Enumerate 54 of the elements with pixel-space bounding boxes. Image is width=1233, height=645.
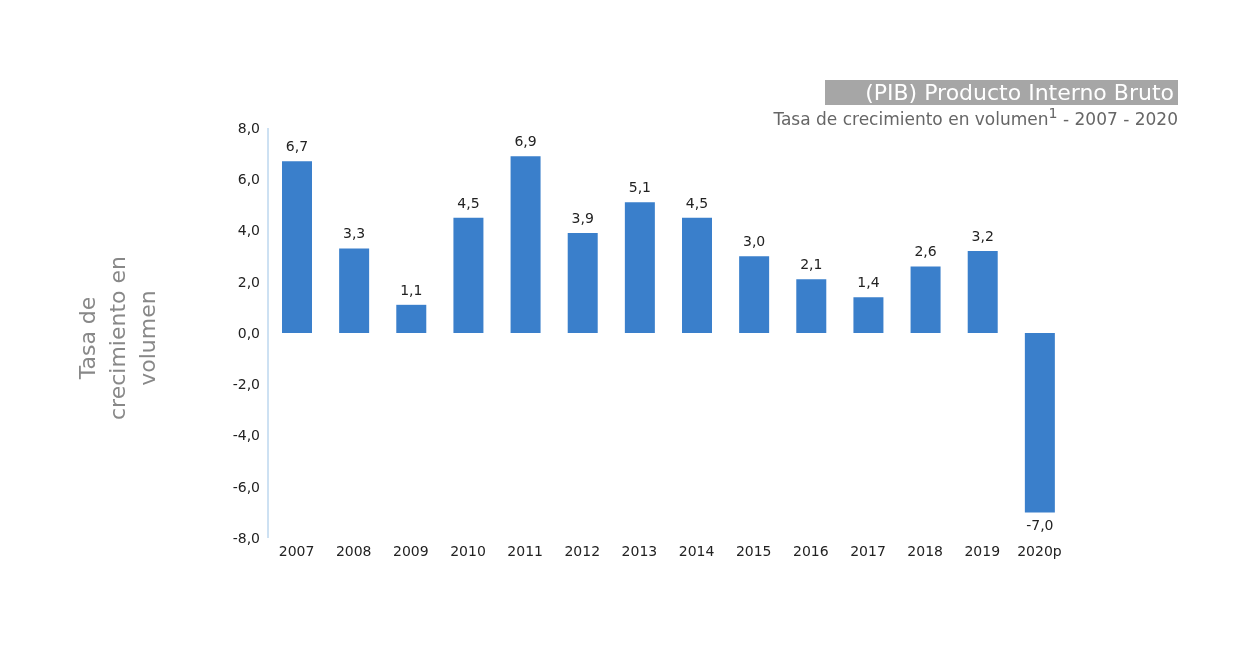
x-tick-label: 2019 (964, 542, 1001, 559)
bar (682, 217, 712, 333)
y-tick-label: -4,0 (232, 427, 260, 444)
bar (339, 248, 370, 333)
data-label: 6,7 (285, 138, 309, 155)
data-label: 2,1 (800, 256, 823, 273)
y-tick-label: 4,0 (237, 222, 260, 239)
x-tick-label: 2015 (735, 542, 772, 559)
data-label: 3,0 (743, 233, 766, 250)
data-label: 1,4 (857, 274, 880, 291)
chart-title: (PIB) Producto Interno Bruto (825, 80, 1178, 105)
bar (967, 251, 998, 333)
y-tick-label: 2,0 (237, 273, 260, 290)
bar (739, 256, 770, 333)
x-tick-label: 2011 (507, 542, 543, 559)
x-tick-label: 2010 (450, 542, 486, 559)
x-tick-label: 2016 (793, 542, 829, 559)
x-tick-label: 2017 (850, 542, 886, 559)
data-label: -7,0 (1026, 517, 1054, 534)
bar (853, 297, 884, 333)
bar (282, 161, 312, 333)
data-label: 5,1 (628, 179, 651, 196)
bar (567, 233, 598, 333)
x-tick-label: 2018 (907, 542, 943, 559)
x-tick-label: 2014 (678, 542, 715, 559)
bar (796, 279, 827, 333)
y-tick-label: 8,0 (237, 119, 260, 136)
bar (396, 304, 427, 333)
data-label: 4,5 (685, 194, 709, 211)
x-tick-label: 2007 (278, 542, 315, 559)
bar (453, 217, 484, 333)
data-label: 1,1 (400, 281, 423, 298)
data-label: 2,6 (914, 243, 937, 260)
y-axis-title: Tasa de crecimiento en volumen (74, 255, 161, 422)
data-label: 3,2 (971, 228, 994, 244)
x-tick-label: 2020p (1017, 542, 1062, 559)
y-tick-label: -2,0 (232, 376, 260, 393)
x-tick-label: 2013 (621, 542, 658, 559)
data-label: 4,5 (457, 194, 480, 211)
data-label: 3,9 (571, 210, 594, 227)
data-label: 6,9 (514, 133, 537, 150)
x-tick-label: 2012 (564, 542, 601, 559)
x-tick-label: 2009 (393, 542, 429, 559)
chart-subtitle: Tasa de crecimiento en volumen$^{1}$ - 2007 - 2020 (773, 105, 1178, 129)
y-tick-label: 0,0 (237, 324, 260, 341)
bar (1024, 333, 1055, 513)
bar (624, 202, 655, 333)
data-label: 3,3 (343, 225, 366, 242)
y-tick-label: -6,0 (232, 478, 260, 495)
bar (910, 266, 941, 333)
x-tick-label: 2008 (335, 542, 372, 559)
bar (510, 156, 541, 333)
y-tick-label: -8,0 (232, 529, 260, 546)
y-tick-label: 6,0 (237, 171, 260, 188)
